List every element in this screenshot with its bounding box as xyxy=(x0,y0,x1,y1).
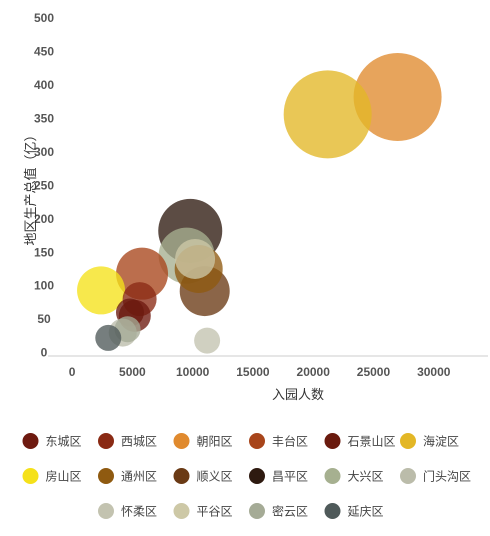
y-tick-label: 500 xyxy=(34,11,54,25)
legend-marker xyxy=(173,468,190,484)
legend-label: 门头沟区 xyxy=(423,469,471,484)
legend-item[interactable]: 平谷区 xyxy=(173,503,233,519)
legend-item[interactable]: 西城区 xyxy=(98,433,157,449)
legend-marker xyxy=(324,468,341,484)
y-tick-label: 450 xyxy=(34,44,54,58)
y-tick-label: 100 xyxy=(34,279,54,293)
legend-label: 昌平区 xyxy=(272,470,308,484)
legend-item[interactable]: 丰台区 xyxy=(249,433,308,449)
legend-item[interactable]: 通州区 xyxy=(98,468,157,484)
legend-item[interactable]: 昌平区 xyxy=(249,468,308,484)
legend-marker xyxy=(98,433,114,449)
legend-marker xyxy=(400,468,416,484)
legend-marker xyxy=(173,433,190,449)
legend-marker xyxy=(22,433,39,449)
plot-area xyxy=(77,52,442,354)
y-axis-title: 地区生产总值（亿） xyxy=(23,128,38,245)
y-axis-ticks: 0 50 100 150 200 250 300 350 400 450 500 xyxy=(34,11,54,360)
legend-item[interactable]: 顺义区 xyxy=(173,468,233,484)
legend-label: 房山区 xyxy=(46,469,82,484)
x-tick-label: 0 xyxy=(69,365,76,379)
legend-marker xyxy=(249,433,265,449)
bubble-16[interactable] xyxy=(95,324,122,351)
bubble-13[interactable] xyxy=(194,327,221,354)
legend-label: 密云区 xyxy=(272,504,308,519)
legend-marker xyxy=(324,433,341,449)
legend-marker xyxy=(324,503,341,519)
bubble-7[interactable] xyxy=(77,266,126,315)
legend-label: 平谷区 xyxy=(197,505,233,519)
y-tick-label: 300 xyxy=(34,145,54,159)
y-tick-label: 50 xyxy=(37,312,51,326)
legend-label: 大兴区 xyxy=(348,470,384,484)
legend-marker xyxy=(173,503,190,519)
x-tick-label: 10000 xyxy=(176,365,210,379)
legend-label: 延庆区 xyxy=(348,505,384,519)
legend-label: 顺义区 xyxy=(197,470,233,484)
x-tick-label: 25000 xyxy=(357,365,391,379)
legend-marker xyxy=(98,468,114,484)
legend-label: 东城区 xyxy=(46,435,82,449)
legend-item[interactable]: 海淀区 xyxy=(400,433,459,449)
legend-label: 朝阳区 xyxy=(197,435,233,449)
y-tick-label: 150 xyxy=(34,245,54,259)
legend-marker xyxy=(400,433,416,449)
legend-label: 怀柔区 xyxy=(121,505,157,519)
legend-item[interactable]: 东城区 xyxy=(22,433,82,449)
y-tick-label: 0 xyxy=(41,346,48,360)
legend-item[interactable]: 朝阳区 xyxy=(173,433,233,449)
legend-item[interactable]: 门头沟区 xyxy=(400,468,471,484)
legend-label: 丰台区 xyxy=(272,434,308,449)
y-tick-label: 250 xyxy=(34,178,54,192)
x-tick-label: 5000 xyxy=(119,365,146,379)
legend-item[interactable]: 大兴区 xyxy=(324,468,384,484)
legend-label: 石景山区 xyxy=(348,435,396,449)
y-tick-label: 350 xyxy=(34,111,54,125)
y-tick-label: 400 xyxy=(34,78,54,92)
x-tick-label: 30000 xyxy=(417,365,451,379)
legend-item[interactable]: 怀柔区 xyxy=(98,503,157,519)
legend-label: 通州区 xyxy=(121,470,157,484)
legend-item[interactable]: 密云区 xyxy=(249,503,308,519)
legend-marker xyxy=(22,468,39,484)
bubble-14[interactable] xyxy=(175,238,216,279)
legend-item[interactable]: 石景山区 xyxy=(324,433,396,449)
bubble-6[interactable] xyxy=(283,70,372,159)
x-tick-label: 20000 xyxy=(297,365,331,379)
y-tick-label: 200 xyxy=(34,212,54,226)
legend-label: 海淀区 xyxy=(423,434,459,449)
legend-marker xyxy=(249,503,265,519)
bubble-3[interactable] xyxy=(353,52,442,141)
x-tick-label: 15000 xyxy=(236,365,270,379)
legend-label: 西城区 xyxy=(121,435,157,449)
x-axis-ticks: 0 5000 10000 15000 20000 25000 30000 xyxy=(69,365,451,379)
legend-marker xyxy=(98,503,114,519)
legend-marker xyxy=(249,468,265,484)
x-axis-title: 入园人数 xyxy=(272,387,324,402)
legend-item[interactable]: 延庆区 xyxy=(324,503,384,519)
legend-item[interactable]: 房山区 xyxy=(22,468,82,484)
